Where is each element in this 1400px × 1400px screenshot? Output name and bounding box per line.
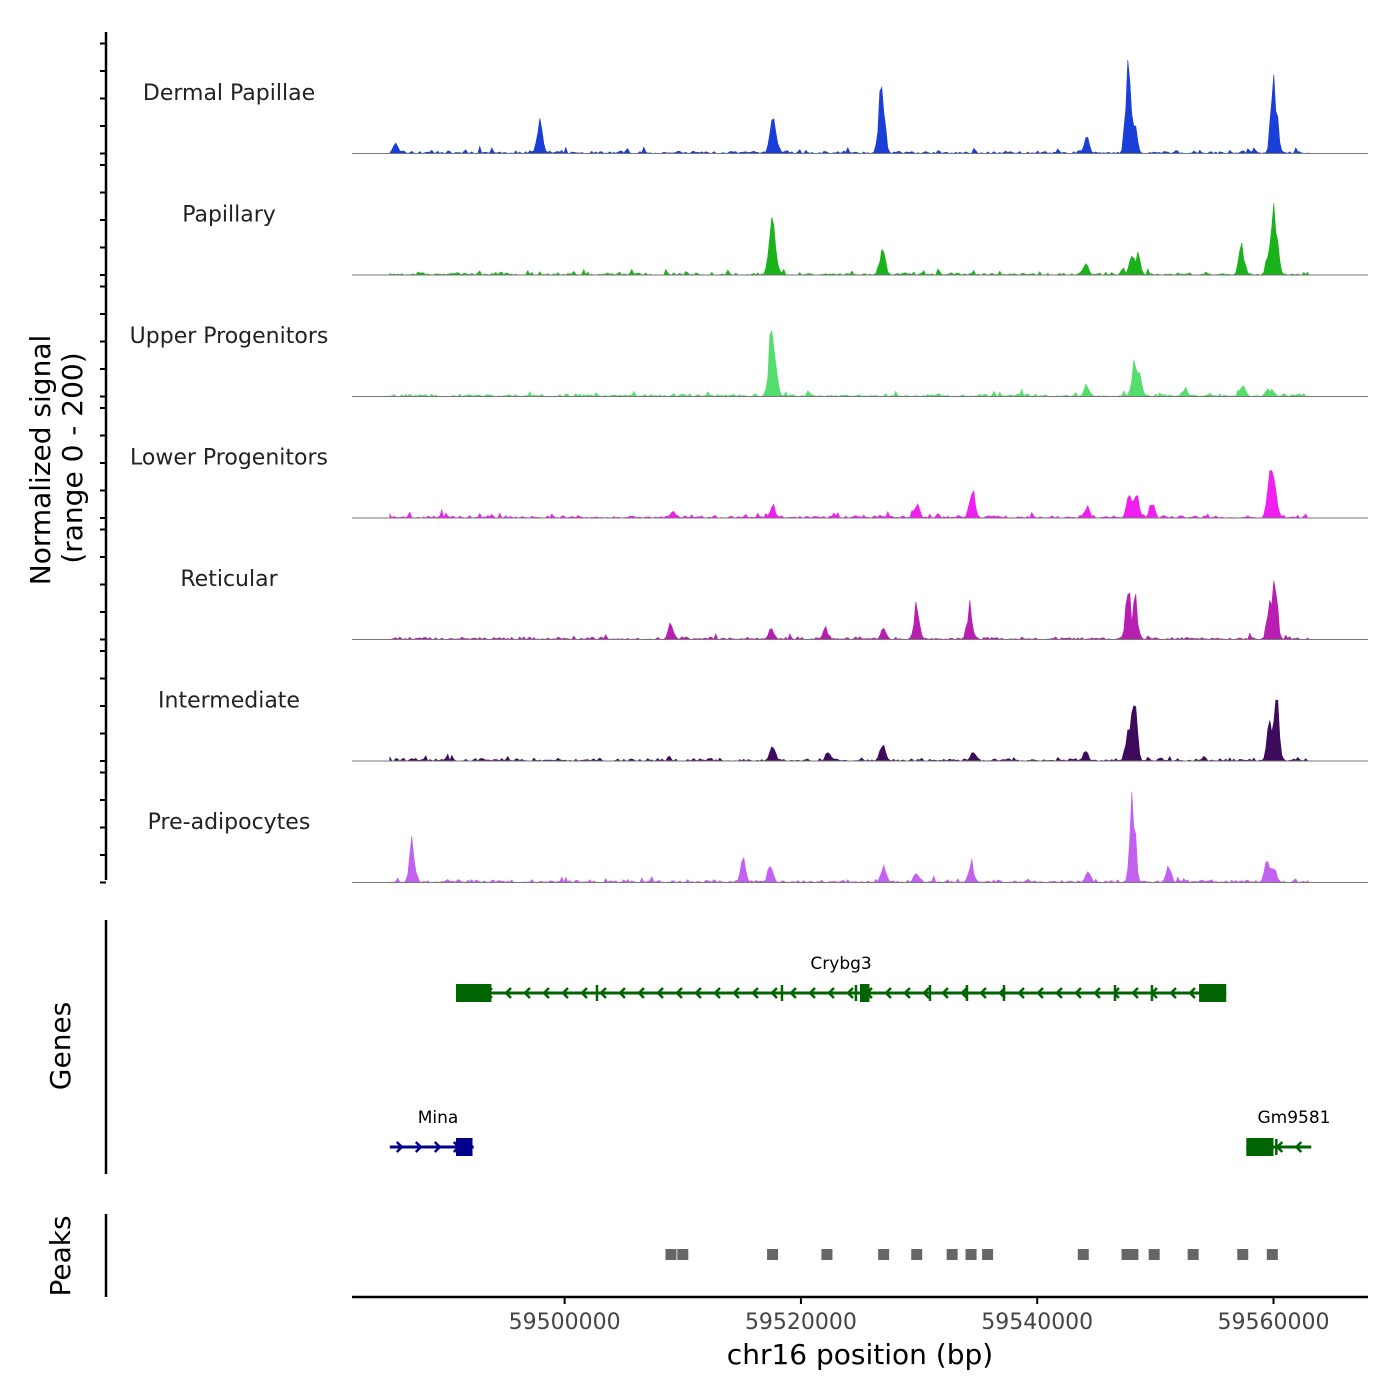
strand-arrow [713,987,721,999]
track-reticular: Reticular [180,567,1368,640]
y-axis-range-label: (range 0 - 200) [56,352,89,563]
gene-gm9581: Gm9581 [1246,1108,1331,1156]
gene-name-label: Crybg3 [810,954,871,974]
exon-block [860,984,870,1002]
strand-arrow [1188,987,1196,999]
strand-arrow [542,987,550,999]
track-label: Reticular [180,567,278,592]
gene-mina: Mina [389,1108,474,1156]
strand-arrow [599,987,607,999]
track-intermediate: Intermediate [158,689,1368,762]
strand-arrow [1294,1141,1303,1153]
gene-name-label: Mina [418,1108,459,1128]
strand-arrow [751,987,759,999]
peak-marker [767,1249,779,1260]
strand-arrow [922,987,930,999]
strand-arrow [903,987,911,999]
strand-arrow [884,987,892,999]
peak-marker [965,1249,977,1260]
peak-marker [911,1249,923,1260]
peak-marker [1266,1249,1278,1260]
strand-arrow [395,1141,404,1153]
strand-arrow [808,987,816,999]
signal-area [389,580,1310,640]
track-lower-progenitors: Lower Progenitors [130,446,1368,519]
strand-arrow [827,987,835,999]
strand-arrow [675,987,683,999]
signal-area [389,59,1310,155]
track-papillary: Papillary [182,203,1368,276]
strand-arrow [637,987,645,999]
exon-block [1246,1138,1274,1156]
x-tick-label: 59560000 [1217,1310,1329,1335]
strand-arrow [941,987,949,999]
strand-arrow [770,987,778,999]
peak-marker [1121,1249,1133,1260]
strand-arrow [694,987,702,999]
strand-arrow [414,1141,423,1153]
track-label: Pre-adipocytes [148,810,311,835]
x-tick-label: 59520000 [745,1310,857,1335]
peak-marker [1127,1249,1139,1260]
track-label: Intermediate [158,689,300,714]
peak-marker [878,1249,890,1260]
strand-arrow [1093,987,1101,999]
strand-arrow [979,987,987,999]
peak-marker [1237,1249,1249,1260]
strand-arrow [1074,987,1082,999]
strand-arrow [504,987,512,999]
y-axis-title: Normalized signal [24,335,57,586]
strand-arrow [1169,987,1177,999]
track-dermal-papillae: Dermal Papillae [143,59,1368,155]
signal-area [389,329,1310,397]
gene-crybg3: Crybg3 [455,954,1227,1002]
signal-area [389,203,1310,276]
strand-arrow [523,987,531,999]
strand-arrow [789,987,797,999]
peak-marker [946,1249,958,1260]
strand-arrow [1131,987,1139,999]
track-upper-progenitors: Upper Progenitors [130,324,1368,397]
peak-marker [1148,1249,1160,1260]
peaks-panel-label: Peaks [44,1215,77,1296]
track-label: Dermal Papillae [143,81,315,106]
x-tick-label: 59500000 [509,1310,621,1335]
strand-arrow [433,1141,442,1153]
x-axis-title: chr16 position (bp) [727,1338,993,1371]
track-label: Papillary [182,203,276,228]
strand-arrow [618,987,626,999]
strand-arrow [732,987,740,999]
peak-marker [982,1249,994,1260]
signal-area [389,470,1309,519]
strand-arrow [1017,987,1025,999]
strand-arrow [846,987,854,999]
x-tick-label: 59540000 [981,1310,1093,1335]
exon-block [455,984,492,1002]
signal-area [389,791,1310,884]
peak-marker [1187,1249,1199,1260]
track-label: Upper Progenitors [130,324,329,349]
strand-arrow [1036,987,1044,999]
strand-arrow [960,987,968,999]
strand-arrow [580,987,588,999]
exon-block [455,1138,473,1156]
signal-area [389,699,1309,762]
peak-marker [665,1249,677,1260]
exon-block [1199,984,1227,1002]
peak-marker [1077,1249,1089,1260]
peak-marker [821,1249,833,1260]
strand-arrow [561,987,569,999]
strand-arrow [1055,987,1063,999]
genes-panel-label: Genes [44,1002,77,1090]
strand-arrow [656,987,664,999]
track-pre-adipocytes: Pre-adipocytes [148,791,1368,884]
peak-marker [677,1249,689,1260]
track-label: Lower Progenitors [130,446,328,471]
gene-name-label: Gm9581 [1258,1108,1331,1128]
